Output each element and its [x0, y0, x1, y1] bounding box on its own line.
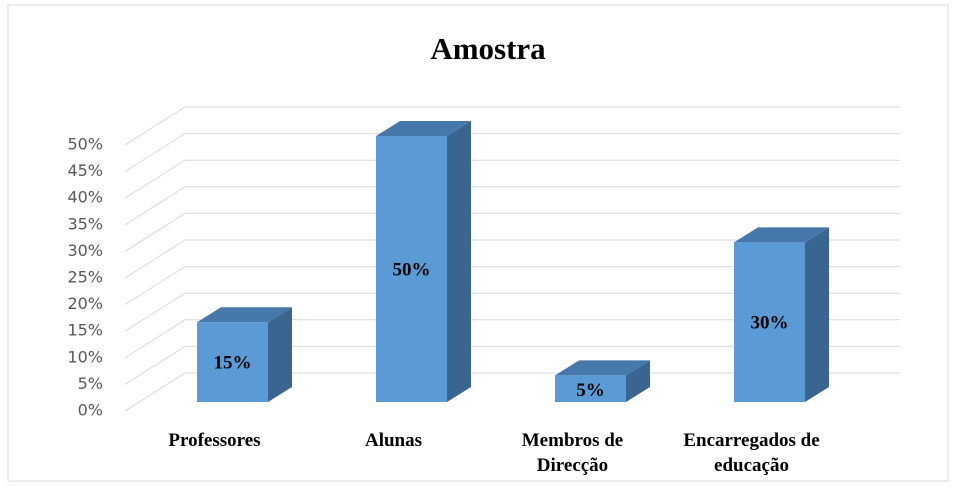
bar	[555, 360, 650, 402]
value-label: 50%	[393, 259, 431, 280]
bar-top	[555, 360, 650, 376]
y-tick-label: 10%	[67, 347, 103, 366]
grid-line	[124, 239, 900, 279]
bar-top	[197, 307, 292, 323]
bar-front	[734, 242, 805, 402]
grid-line	[124, 186, 900, 226]
y-tick-label: 40%	[67, 188, 103, 207]
y-tick-label: 35%	[67, 214, 103, 233]
grid-line	[124, 372, 900, 412]
grid-line	[124, 266, 900, 306]
bar-side	[447, 121, 471, 402]
grid-line	[124, 292, 900, 332]
chart-border	[7, 4, 949, 482]
grid-line	[124, 345, 900, 385]
bar-front	[555, 375, 626, 402]
y-tick-label: 20%	[67, 294, 103, 313]
grid-line	[124, 159, 900, 199]
bar	[734, 227, 829, 402]
chart-title: Amostra	[430, 31, 546, 66]
grid-line	[124, 133, 900, 173]
y-tick-label: 25%	[67, 268, 103, 287]
bar-side	[268, 307, 292, 402]
x-tick-label: Membros de Direcção	[521, 430, 624, 476]
bar-front	[197, 322, 268, 402]
y-tick-label: 0%	[78, 401, 103, 420]
x-tick-label: Encarregados de educação	[683, 430, 820, 476]
y-tick-label: 15%	[67, 321, 103, 340]
bar	[376, 121, 471, 402]
bar-top	[734, 227, 829, 243]
bar-side	[805, 227, 829, 402]
y-tick-label: 30%	[67, 241, 103, 260]
y-tick-label: 50%	[67, 135, 103, 154]
y-tick-label: 5%	[78, 374, 103, 393]
value-label: 30%	[751, 313, 789, 334]
value-label: 5%	[576, 380, 605, 401]
bar-front	[376, 136, 447, 402]
x-tick-label: Alunas	[364, 430, 423, 451]
grid-line	[124, 212, 900, 252]
grid-line	[124, 319, 900, 359]
value-label: 15%	[214, 352, 252, 373]
x-tick-label: Professores	[168, 430, 261, 451]
bar-top	[376, 121, 471, 136]
y-tick-label: 45%	[67, 161, 103, 180]
bar-side	[626, 360, 650, 402]
grid-line	[124, 106, 900, 146]
bar	[197, 307, 292, 402]
